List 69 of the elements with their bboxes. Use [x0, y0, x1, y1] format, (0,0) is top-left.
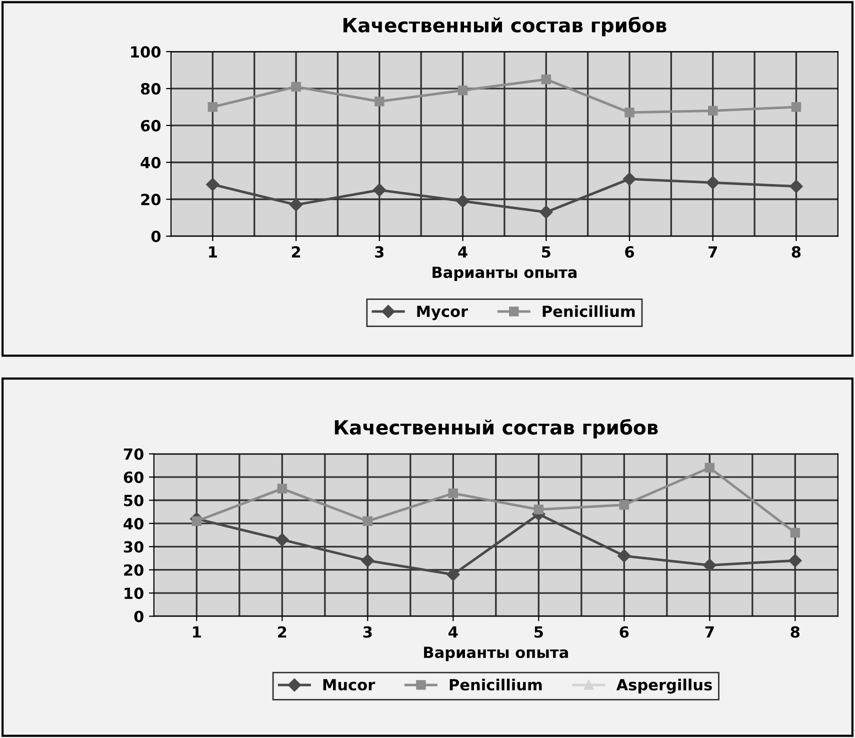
y-tick-label: 70	[124, 448, 144, 460]
chart-title: Качественный состав грибов	[343, 16, 666, 36]
point	[372, 183, 386, 197]
x-tick-label: 6	[620, 626, 629, 638]
point	[541, 74, 551, 84]
y-tick-label: 100	[131, 46, 161, 58]
y-tick-label: 0	[151, 230, 161, 242]
point	[706, 176, 720, 190]
x-tick-label: 1	[209, 246, 217, 258]
point	[788, 554, 802, 568]
x-tick-label: 7	[708, 246, 717, 258]
y-tick-label: 50	[124, 494, 144, 506]
point	[362, 516, 373, 526]
y-tick-label: 30	[124, 541, 144, 553]
legend-label: Penicillium	[450, 678, 542, 691]
x-tick-label: 4	[458, 246, 468, 258]
point	[289, 198, 303, 212]
x-tick-label: 3	[363, 626, 372, 638]
legend-label: Mucor	[323, 679, 376, 691]
point	[704, 462, 715, 473]
x-axis-title: Варианты опыта	[424, 646, 568, 662]
legend-label: Penicillium	[542, 305, 635, 318]
chart-title: Качественный состав грибов	[334, 419, 658, 438]
x-tick-label: 2	[292, 246, 300, 258]
point	[624, 108, 634, 118]
x-tick-label: 2	[278, 626, 286, 638]
point	[534, 504, 544, 514]
y-tick-label: 10	[124, 588, 144, 600]
x-tick-label: 3	[375, 246, 384, 258]
point	[208, 102, 218, 112]
x-tick-label: 6	[625, 246, 634, 258]
y-tick-label: 0	[134, 610, 144, 622]
legend-label: Mycor	[417, 306, 468, 320]
legend-label: Aspergillus	[616, 678, 712, 694]
y-tick-label: 40	[140, 156, 161, 168]
point	[361, 554, 374, 568]
point	[619, 500, 630, 510]
x-tick-label: 5	[534, 626, 543, 638]
point	[790, 180, 803, 193]
x-tick-label: 8	[792, 246, 801, 258]
point	[276, 533, 289, 546]
point	[791, 102, 802, 112]
x-axis-title: Варианты опыта	[432, 266, 576, 282]
point	[618, 549, 631, 563]
y-tick-label: 80	[140, 83, 161, 95]
x-tick-label: 4	[448, 626, 458, 638]
point	[206, 178, 220, 192]
point	[277, 484, 288, 494]
y-tick-label: 60	[140, 120, 161, 132]
point	[790, 528, 800, 538]
point	[374, 96, 384, 106]
x-tick-label: 5	[542, 246, 550, 258]
y-tick-label: 20	[124, 564, 144, 576]
y-tick-label: 40	[124, 518, 144, 530]
point	[703, 558, 716, 572]
y-tick-label: 20	[141, 194, 161, 206]
point	[291, 82, 301, 92]
x-tick-label: 7	[705, 626, 714, 638]
point	[540, 206, 553, 219]
x-tick-label: 8	[790, 626, 800, 638]
point	[446, 568, 460, 582]
x-tick-label: 1	[193, 626, 201, 638]
point	[622, 172, 636, 186]
point	[192, 516, 202, 526]
point	[456, 194, 470, 208]
point	[458, 86, 468, 96]
point	[448, 488, 458, 498]
point	[708, 106, 718, 116]
y-tick-label: 60	[124, 472, 144, 484]
